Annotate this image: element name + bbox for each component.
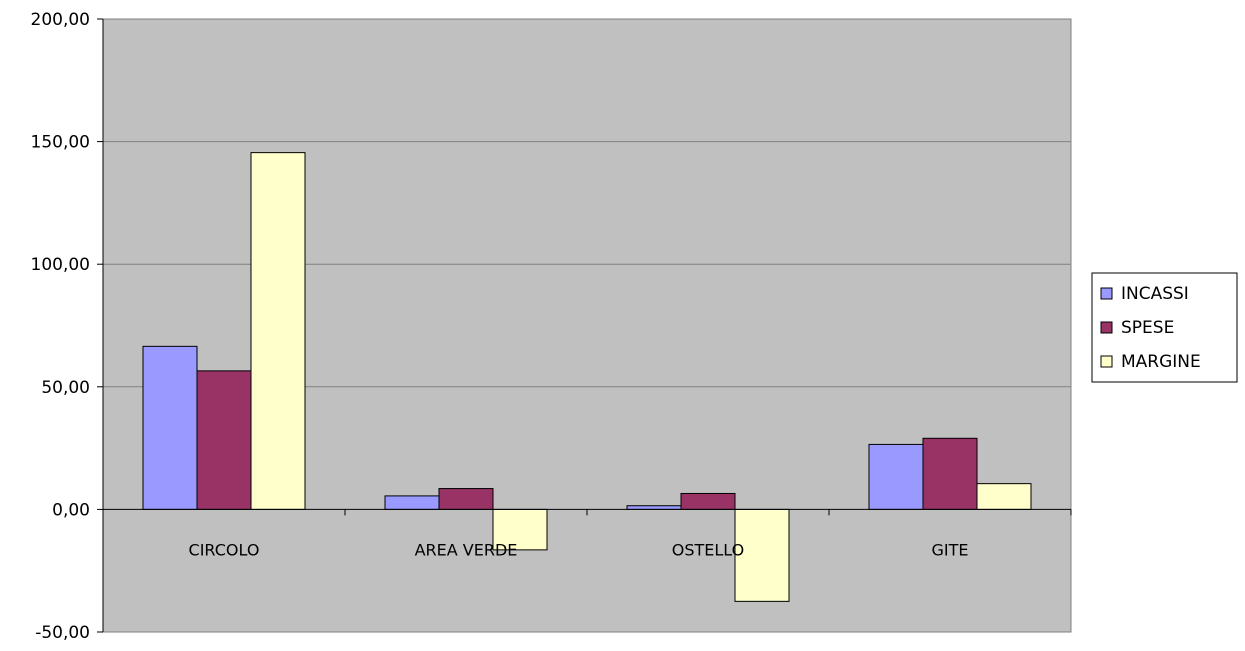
bar-incassi-area-verde [384, 495, 440, 510]
bar-incassi-circolo [142, 345, 198, 510]
bar-spese-gite [922, 437, 978, 510]
bar-margine-gite [976, 483, 1032, 510]
legend: INCASSI SPESE MARGINE [1091, 272, 1238, 383]
legend-swatch [1100, 287, 1113, 300]
bar-spese-ostello [680, 492, 736, 510]
y-tick-label: 100,00 [31, 255, 90, 275]
y-tick-label: 200,00 [31, 10, 90, 30]
bar-incassi-gite [868, 443, 924, 510]
x-category-label: GITE [932, 540, 969, 559]
x-axis-category-labels: CIRCOLO AREA VERDE OSTELLO GITE [189, 540, 969, 559]
legend-box [1091, 272, 1238, 383]
legend-label: SPESE [1121, 318, 1174, 338]
bar-margine-circolo [250, 152, 306, 510]
legend-swatch [1100, 321, 1113, 334]
x-category-label: AREA VERDE [415, 540, 518, 559]
legend-label: INCASSI [1121, 284, 1189, 304]
y-tick-label: 50,00 [41, 378, 90, 398]
bar-margine-area-verde [492, 508, 548, 551]
legend-swatch [1100, 355, 1113, 368]
x-category-label: OSTELLO [672, 540, 744, 559]
y-tick-label: 150,00 [31, 133, 90, 153]
y-tick-label: 0,00 [52, 500, 90, 520]
axes [97, 18, 1072, 633]
bar-spese-circolo [196, 370, 252, 510]
legend-label: MARGINE [1121, 352, 1201, 372]
y-axis-tick-labels: 200,00 150,00 100,00 50,00 0,00 -50,00 [31, 10, 90, 643]
bar-margine-ostello [734, 508, 790, 602]
bar-incassi-ostello [626, 505, 682, 510]
x-category-label: CIRCOLO [189, 540, 260, 559]
y-tick-label: -50,00 [35, 623, 90, 643]
bars [142, 152, 1032, 602]
bar-spese-area-verde [438, 488, 494, 510]
